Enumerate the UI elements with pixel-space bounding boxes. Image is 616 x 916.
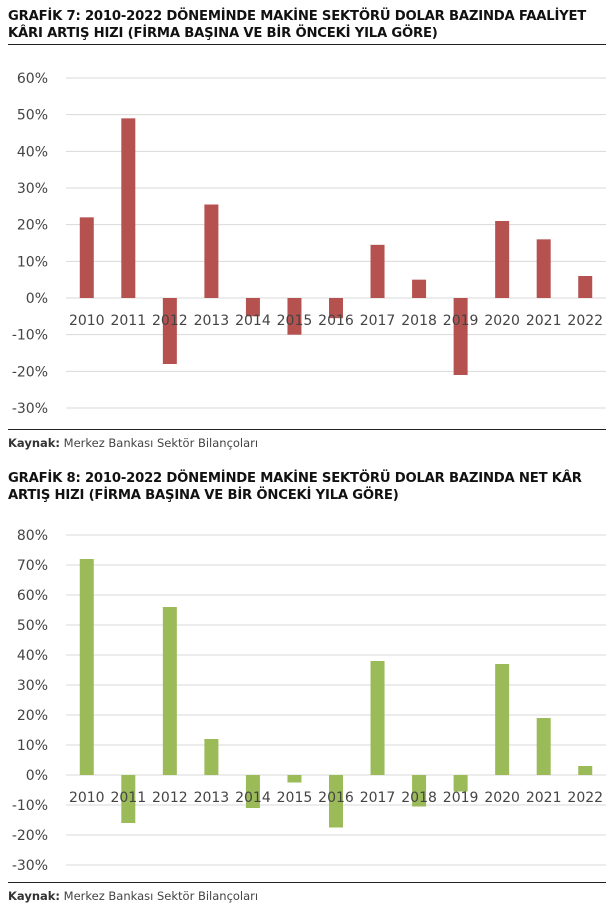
bar-2018 bbox=[412, 279, 427, 298]
x-tick-label: 2011 bbox=[110, 313, 146, 329]
x-tick-label: 2020 bbox=[484, 313, 520, 329]
bar-2015 bbox=[287, 298, 302, 335]
bar-chart-7: 60% 50% 40% 30% 20% 10% 0% -10% -20% -30% 2010 2011… bbox=[12, 71, 606, 417]
bar-2022 bbox=[578, 276, 593, 298]
x-tick-label: 2021 bbox=[526, 790, 562, 806]
x-tick-label: 2014 bbox=[235, 313, 271, 329]
bar-chart-8: 80% 70% 60% 50% 40% 30% 20% 10% 0% -10% -20% -30% 20… bbox=[12, 528, 606, 874]
x-tick-label: 2019 bbox=[443, 790, 479, 806]
bar-2020 bbox=[495, 221, 510, 298]
y-tick-label: 0% bbox=[26, 768, 48, 784]
chart-title: GRAFİK 8: 2010-2022 DÖNEMİNDE MAKİNE SEK… bbox=[8, 471, 582, 503]
bar-2016 bbox=[329, 775, 343, 828]
y-tick-label: -20% bbox=[12, 828, 48, 844]
x-tick-label: 2019 bbox=[443, 313, 479, 329]
bar-2021 bbox=[536, 239, 551, 298]
y-tick-label: 70% bbox=[17, 558, 48, 574]
bar-2017 bbox=[370, 661, 385, 775]
y-tick-label: 10% bbox=[17, 738, 48, 754]
bar-2019 bbox=[453, 775, 468, 792]
y-tick-label: 60% bbox=[17, 588, 48, 604]
x-tick-label: 2010 bbox=[69, 790, 105, 806]
x-tick-label: 2015 bbox=[277, 313, 313, 329]
x-tick-label: 2018 bbox=[401, 313, 437, 329]
source-note: Kaynak: Merkez Bankası Sektör Bilançolar… bbox=[8, 436, 258, 450]
x-tick-label: 2010 bbox=[69, 313, 105, 329]
bar-2013 bbox=[204, 739, 219, 775]
x-tick-label: 2014 bbox=[235, 790, 271, 806]
bar-2011 bbox=[121, 775, 136, 823]
y-tick-label: 80% bbox=[17, 528, 48, 544]
y-tick-label: -30% bbox=[12, 401, 48, 417]
source-divider bbox=[8, 429, 606, 430]
bar-2021 bbox=[536, 718, 551, 775]
bar-2015 bbox=[287, 775, 302, 783]
x-tick-label: 2013 bbox=[194, 790, 230, 806]
y-tick-label: 30% bbox=[17, 678, 48, 694]
y-tick-label: -20% bbox=[12, 364, 48, 380]
x-tick-label: 2012 bbox=[152, 790, 188, 806]
source-label: Kaynak: bbox=[8, 436, 61, 450]
x-tick-label: 2021 bbox=[526, 313, 562, 329]
chart-panel-7: GRAFİK 7: 2010-2022 DÖNEMİNDE MAKİNE SEK… bbox=[8, 8, 606, 458]
bar-2017 bbox=[370, 244, 385, 298]
bar-2010 bbox=[79, 217, 94, 298]
x-tick-label: 2018 bbox=[401, 790, 437, 806]
bar-2020 bbox=[495, 664, 510, 775]
x-tick-label: 2011 bbox=[110, 790, 146, 806]
x-tick-label: 2022 bbox=[567, 313, 603, 329]
bar-2022 bbox=[578, 766, 593, 775]
source-divider bbox=[8, 882, 606, 883]
y-tick-label: -10% bbox=[12, 798, 48, 814]
y-tick-label: -30% bbox=[12, 858, 48, 874]
y-tick-label: 60% bbox=[17, 71, 48, 87]
source-note: Kaynak: Merkez Bankası Sektör Bilançolar… bbox=[8, 889, 258, 903]
y-tick-label: 40% bbox=[17, 648, 48, 664]
source-text: Merkez Bankası Sektör Bilançoları bbox=[60, 436, 259, 450]
x-tick-label: 2016 bbox=[318, 313, 354, 329]
y-tick-label: 10% bbox=[17, 254, 48, 270]
y-tick-label: 40% bbox=[17, 144, 48, 160]
x-tick-label: 2015 bbox=[277, 790, 313, 806]
chart-panel-8: GRAFİK 8: 2010-2022 DÖNEMİNDE MAKİNE SEK… bbox=[8, 470, 606, 910]
chart-title: GRAFİK 7: 2010-2022 DÖNEMİNDE MAKİNE SEK… bbox=[8, 8, 606, 45]
bar-2014 bbox=[245, 298, 260, 317]
bar-2018 bbox=[412, 775, 427, 807]
y-tick-label: 20% bbox=[17, 708, 48, 724]
source-label: Kaynak: bbox=[8, 889, 61, 903]
bar-2013 bbox=[204, 204, 219, 298]
x-tick-label: 2022 bbox=[567, 790, 603, 806]
bar-2016 bbox=[329, 298, 343, 319]
y-tick-label: 20% bbox=[17, 218, 48, 234]
x-tick-label: 2013 bbox=[194, 313, 230, 329]
y-tick-label: 0% bbox=[26, 291, 48, 307]
source-text: Merkez Bankası Sektör Bilançoları bbox=[60, 889, 259, 903]
y-tick-label: 30% bbox=[17, 181, 48, 197]
x-tick-label: 2016 bbox=[318, 790, 354, 806]
y-tick-label: -10% bbox=[12, 328, 48, 344]
bar-2011 bbox=[121, 118, 136, 298]
x-tick-label: 2017 bbox=[360, 790, 396, 806]
x-tick-label: 2017 bbox=[360, 313, 396, 329]
bar-2010 bbox=[79, 559, 94, 775]
x-tick-label: 2020 bbox=[484, 790, 520, 806]
y-tick-label: 50% bbox=[17, 618, 48, 634]
bar-2012 bbox=[162, 298, 177, 364]
y-tick-label: 50% bbox=[17, 108, 48, 124]
bar-2014 bbox=[245, 775, 260, 808]
bar-2019 bbox=[453, 298, 468, 375]
bar-2012 bbox=[162, 607, 177, 775]
x-tick-label: 2012 bbox=[152, 313, 188, 329]
